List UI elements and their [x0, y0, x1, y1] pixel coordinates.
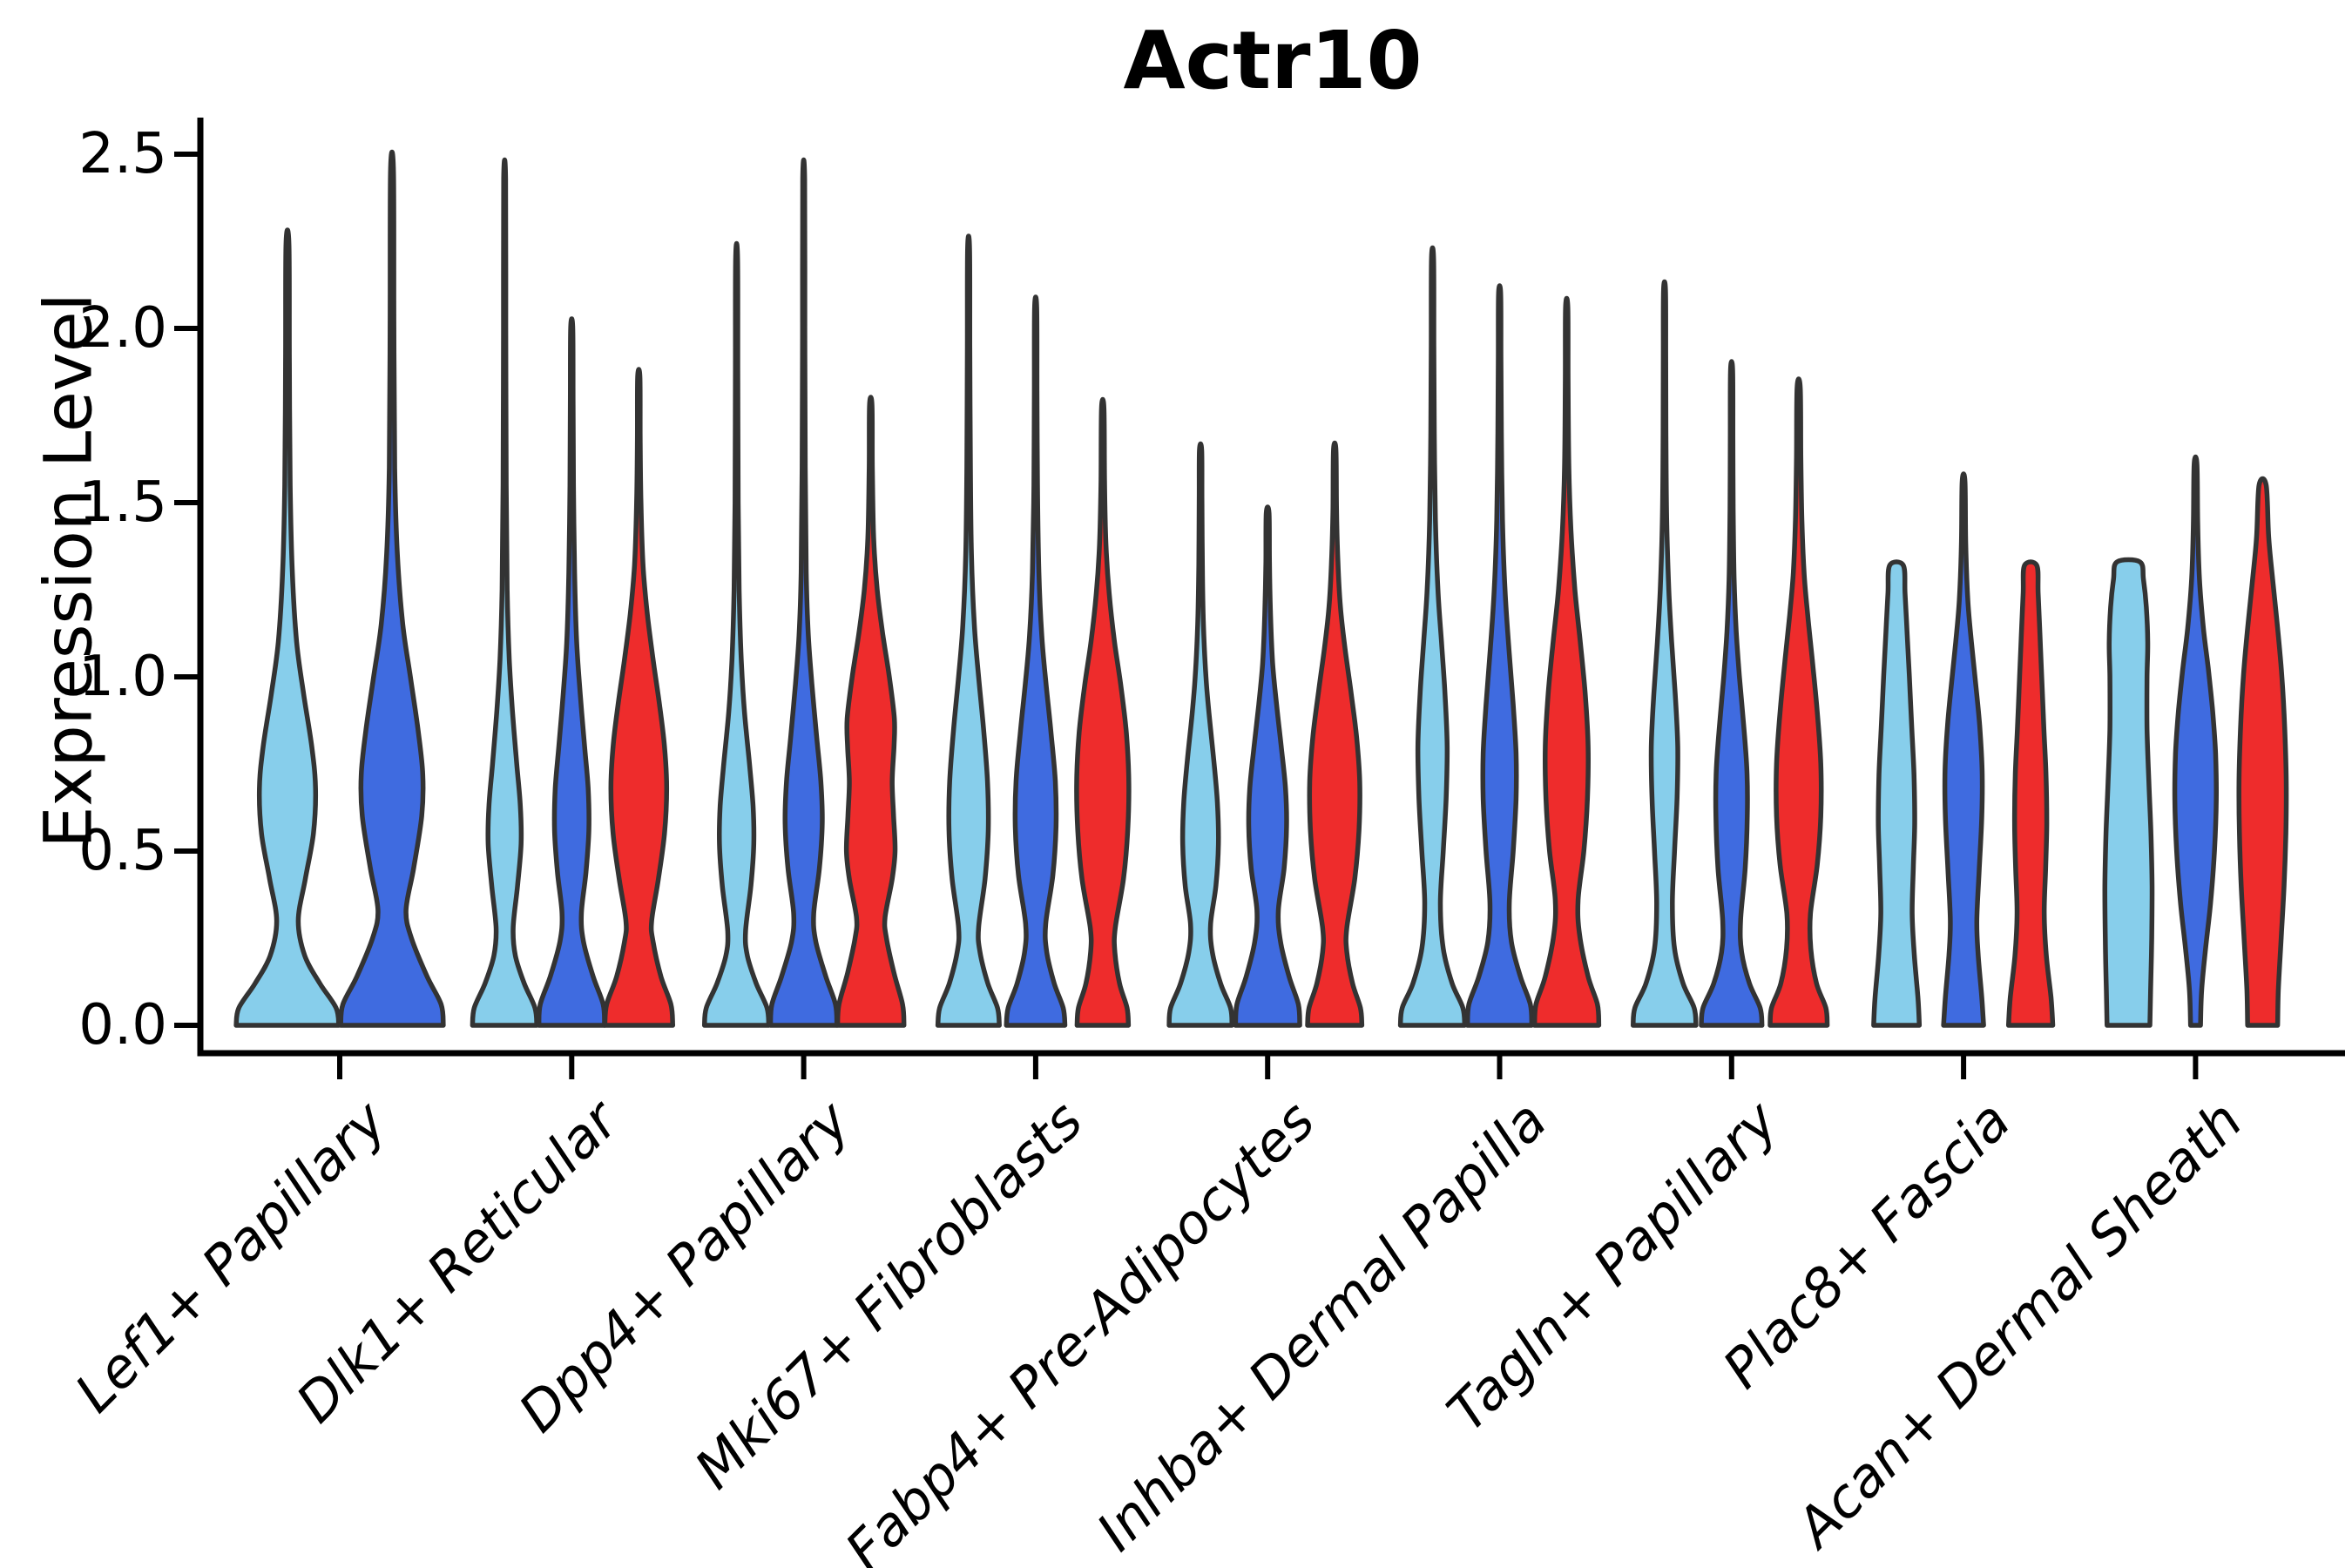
violin-6-series-3: [1531, 295, 1602, 1028]
y-axis-label: Expression Level: [29, 293, 107, 848]
violin-4-series-1: [935, 233, 1002, 1028]
y-axis-tick-label-0.0: 0.0: [78, 993, 167, 1058]
violin-3-series-1: [701, 240, 772, 1028]
violin-1-series-2: [338, 149, 446, 1028]
violin-5-series-1: [1166, 441, 1235, 1028]
violin-7-series-2: [1699, 359, 1765, 1028]
violin-5-series-2: [1233, 504, 1302, 1028]
violin-8-series-3: [2005, 559, 2056, 1028]
violin-3-series-2: [767, 157, 840, 1028]
violin-9-series-1: [2102, 557, 2155, 1028]
violin-5-series-3: [1305, 440, 1365, 1028]
y-axis-tick-label-0.5: 0.5: [78, 819, 167, 883]
violin-8-series-1: [1871, 559, 1923, 1028]
violin-6-series-2: [1464, 283, 1535, 1028]
violin-4-series-2: [1004, 294, 1068, 1028]
violin-1-series-1: [233, 227, 341, 1028]
y-axis-tick-label-2.0: 2.0: [78, 296, 167, 361]
violin-6-series-1: [1397, 245, 1468, 1028]
violin-2-series-3: [602, 367, 676, 1028]
y-axis-tick-label-1.0: 1.0: [78, 645, 167, 709]
violin-3-series-3: [835, 395, 907, 1028]
violin-2-series-2: [536, 316, 607, 1028]
violin-9-series-2: [2172, 454, 2219, 1028]
chart-title: Actr10: [1123, 14, 1423, 107]
y-axis-tick-label-2.5: 2.5: [78, 122, 167, 186]
violin-4-series-3: [1074, 396, 1132, 1028]
violin-9-series-3: [2236, 476, 2289, 1028]
violin-7-series-1: [1630, 279, 1699, 1028]
violin-8-series-2: [1941, 471, 1986, 1028]
violin-2-series-1: [470, 157, 539, 1028]
y-axis-tick-label-1.5: 1.5: [78, 470, 167, 535]
violin-7-series-3: [1767, 376, 1830, 1028]
